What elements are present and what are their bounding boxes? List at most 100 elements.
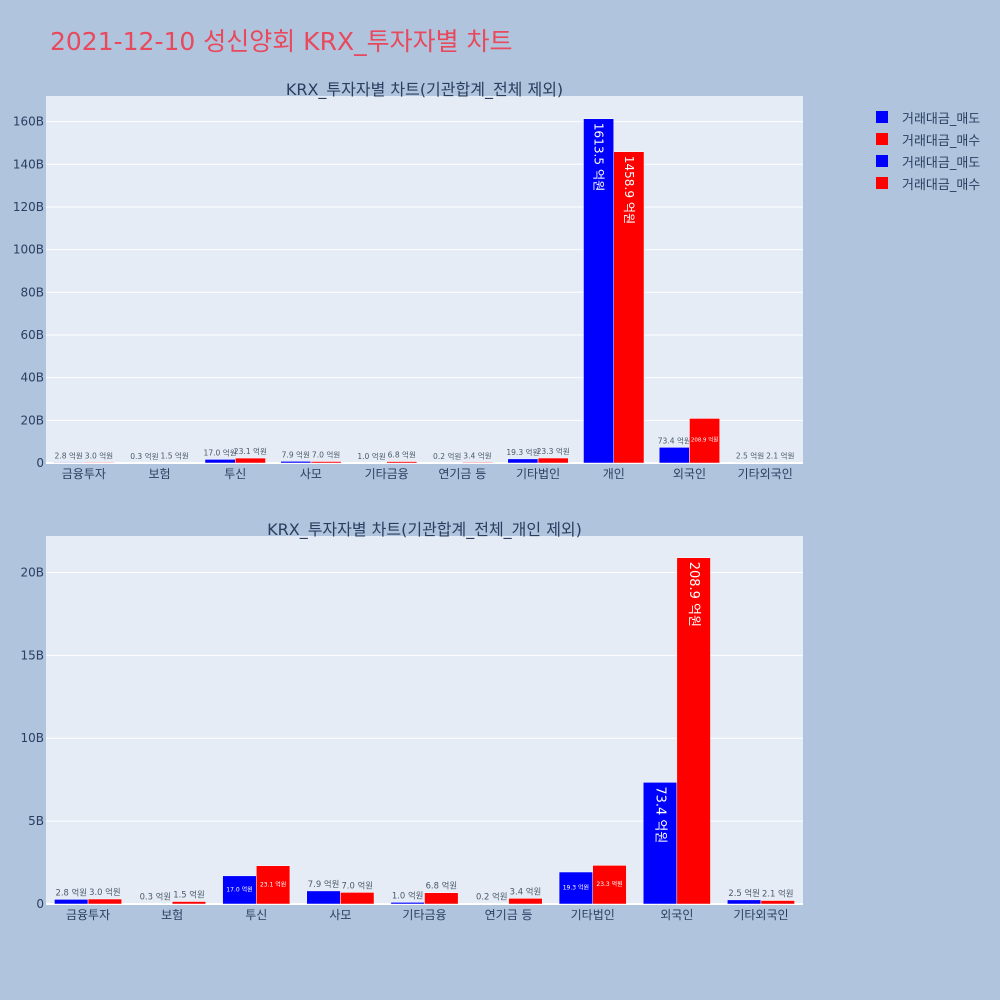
y-tick-label: 60B: [20, 328, 44, 342]
data-label: 1.0 억원: [392, 890, 424, 900]
x-tick-label: 연기금 등: [485, 908, 533, 922]
x-tick-label: 사모: [300, 467, 322, 481]
legend-swatch: [876, 133, 888, 145]
bar: [256, 865, 291, 905]
data-label: 23.1 억원: [234, 447, 267, 456]
data-label: 7.0 억원: [341, 880, 373, 890]
data-label: 3.4 억원: [510, 886, 542, 896]
data-label: 3.4 억원: [463, 451, 491, 460]
bar: [390, 902, 425, 905]
y-tick-label: 10B: [20, 731, 44, 745]
data-label: 23.1 억원: [260, 880, 286, 888]
bar: [537, 457, 569, 464]
data-label: 3.0 억원: [85, 451, 113, 460]
y-tick-label: 120B: [13, 200, 44, 214]
legend-item-sell-2[interactable]: 거래대금_매도: [876, 150, 980, 172]
bar: [204, 459, 236, 464]
legend-label: 거래대금_매수: [902, 177, 981, 193]
y-tick-label: 160B: [13, 115, 44, 129]
y-tick-label: 40B: [20, 371, 44, 385]
data-label: 1.0 억원: [357, 452, 385, 461]
data-label: 1458.9 억원: [622, 156, 636, 225]
data-label: 208.9 억원: [686, 562, 701, 627]
data-label: 1613.5 억원: [592, 123, 606, 192]
x-tick-label: 기타법인: [516, 467, 560, 481]
x-tick-label: 기타외국인: [733, 908, 788, 922]
x-tick-label: 금융투자: [62, 467, 106, 481]
legend-label: 거래대금_매도: [902, 155, 981, 171]
data-label: 73.4 억원: [653, 786, 668, 843]
bar: [676, 557, 711, 905]
data-label: 73.4 억원: [658, 436, 691, 445]
bar: [727, 899, 762, 905]
x-tick-label: 기타외국인: [738, 467, 793, 481]
bar: [592, 865, 627, 905]
x-tick-label: 기타금융: [402, 908, 446, 922]
data-label: 6.8 억원: [426, 881, 458, 891]
x-tick-label: 투신: [224, 467, 246, 481]
bar: [583, 118, 614, 464]
bar: [764, 462, 796, 464]
x-tick-label: 기타법인: [571, 908, 615, 922]
y-tick-label: 5B: [28, 814, 44, 828]
y-tick-label: 20B: [20, 565, 44, 579]
data-label: 2.5 억원: [728, 888, 760, 898]
x-tick-label: 금융투자: [66, 908, 110, 922]
y-tick-label: 80B: [20, 285, 44, 299]
legend-item-sell-1[interactable]: 거래대금_매도: [876, 106, 980, 128]
data-label: 0.3 억원: [130, 452, 158, 461]
x-tick-label: 투신: [245, 908, 267, 922]
data-label: 2.1 억원: [762, 889, 794, 899]
x-tick-label: 사모: [329, 908, 351, 922]
legend-swatch: [876, 155, 888, 167]
bar: [689, 418, 720, 464]
data-label: 7.9 억원: [282, 450, 310, 459]
plot-area: [46, 96, 803, 463]
data-label: 6.8 억원: [388, 451, 416, 460]
legend-item-buy-2[interactable]: 거래대금_매수: [876, 172, 980, 194]
bar: [431, 462, 463, 464]
page-title: 2021-12-10 성신양회 KRX_투자자별 차트: [50, 27, 513, 56]
bar: [734, 462, 766, 464]
legend-item-buy-1[interactable]: 거래대금_매수: [876, 128, 980, 150]
data-label: 2.8 억원: [55, 451, 83, 460]
data-label: 19.3 억원: [563, 884, 589, 892]
data-label: 7.9 억원: [308, 879, 340, 889]
y-tick-label: 100B: [13, 243, 44, 257]
x-tick-label: 기타금융: [365, 467, 409, 481]
data-label: 2.1 억원: [766, 452, 794, 461]
y-tick-label: 0: [36, 456, 44, 470]
bar: [235, 457, 266, 464]
bar: [129, 462, 160, 464]
legend: 거래대금_매도 거래대금_매수 거래대금_매도 거래대금_매수: [876, 106, 980, 194]
data-label: 3.0 억원: [89, 887, 121, 897]
bar: [53, 462, 85, 464]
legend-label: 거래대금_매수: [902, 133, 981, 149]
data-label: 17.0 억원: [204, 448, 237, 457]
bar: [171, 901, 207, 905]
bar: [310, 461, 342, 464]
bar: [642, 782, 678, 905]
x-tick-label: 외국인: [673, 467, 706, 481]
chart-title: KRX_투자자별 차트(기관합계_전체_개인 제외): [267, 520, 582, 540]
bar: [508, 898, 543, 905]
data-label: 1.5 억원: [161, 452, 189, 461]
legend-swatch: [876, 111, 888, 123]
y-tick-label: 140B: [13, 157, 44, 171]
chart-title: KRX_투자자별 차트(기관합계_전체 제외): [286, 80, 563, 100]
bar: [356, 462, 387, 464]
legend-swatch: [876, 177, 888, 189]
x-tick-label: 개인: [603, 467, 625, 481]
data-label: 7.0 억원: [312, 451, 340, 460]
y-tick-label: 15B: [20, 648, 44, 662]
data-label: 1.5 억원: [173, 890, 205, 900]
bar: [613, 151, 645, 464]
data-label: 2.5 억원: [736, 451, 764, 460]
bar: [462, 462, 493, 464]
x-tick-label: 보험: [149, 467, 171, 481]
y-tick-label: 20B: [20, 413, 44, 427]
data-label: 2.8 억원: [55, 887, 87, 897]
bar: [558, 871, 593, 905]
bar: [386, 461, 418, 464]
